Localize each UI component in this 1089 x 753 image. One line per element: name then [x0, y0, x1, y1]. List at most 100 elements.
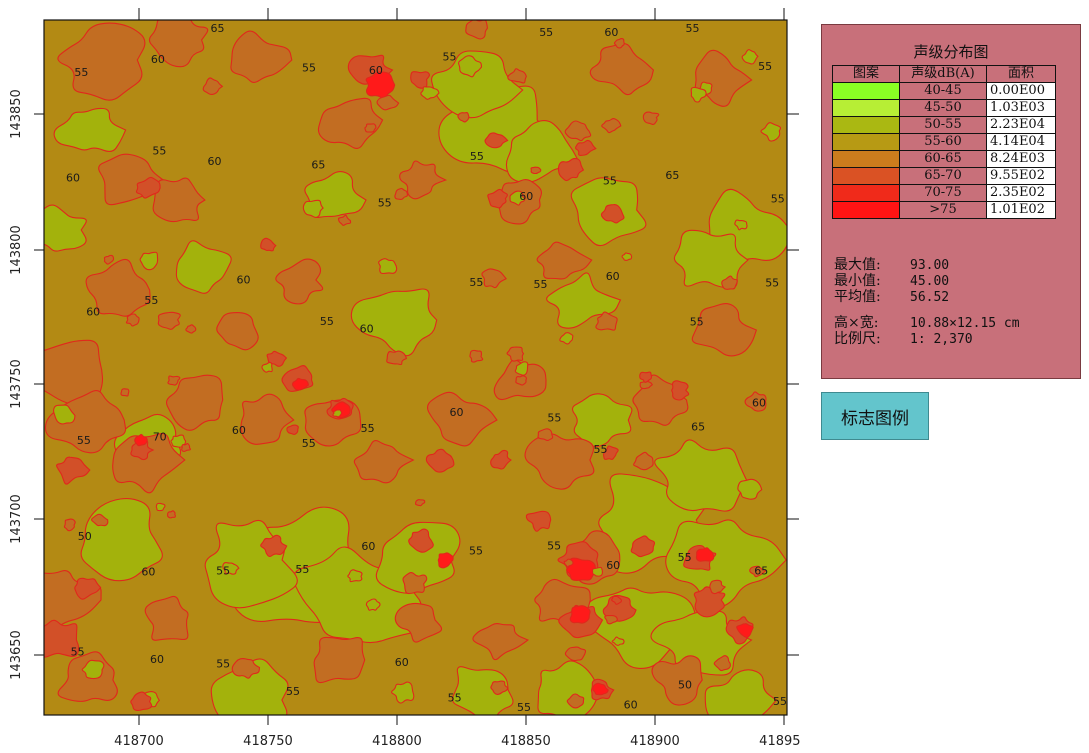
legend-area-value: 1.01E02: [986, 201, 1056, 219]
zone-50-55: [451, 666, 514, 715]
legend-row: 50-55 2.23E04: [832, 116, 1056, 134]
contour-label: 55: [469, 276, 483, 289]
legend-table: 图案 声级dB(A) 面积 40-45 0.00E00 45-50 1.03E03 50…: [832, 65, 1056, 219]
zone-60-65: [472, 623, 529, 661]
contour-island: [737, 478, 763, 500]
contour-island: [633, 451, 654, 471]
zone-60-65: [152, 177, 206, 223]
legend-color-swatch: [833, 168, 899, 184]
contour-island: [63, 518, 76, 532]
contour-island: [378, 258, 398, 275]
legend-area-value: 8.24E03: [986, 150, 1056, 168]
legend-color-swatch: [833, 202, 899, 218]
contour-island: [515, 375, 527, 386]
contour-label: 55: [547, 540, 561, 553]
zone-60-65: [166, 374, 224, 431]
contour-island: [563, 558, 574, 568]
contour-island: [364, 123, 377, 133]
contour-island: [261, 361, 273, 373]
contour-label: 55: [547, 412, 561, 425]
map-canvas: 55 60 65 55 60 55 55 60 55 55 60 55 60 65 55 55 60 55 65 55…: [9, 8, 800, 749]
stat-max-label: 最大值:: [834, 257, 881, 273]
legend-row: 65-70 9.55E02: [832, 167, 1056, 185]
contour-label: 55: [594, 443, 608, 456]
legend-color-swatch: [833, 151, 899, 167]
contour-label: 55: [448, 692, 462, 705]
legend-swatch-cell: [832, 184, 900, 202]
legend-level-range: 70-75: [899, 184, 987, 202]
plot-frame: [43, 19, 788, 716]
contour-island: [530, 166, 542, 175]
contour-label: 60: [604, 26, 618, 39]
contour-label: 60: [361, 540, 375, 553]
contour-island: [260, 237, 277, 252]
contour-label: 60: [208, 155, 222, 168]
zone-65-70: [557, 157, 585, 182]
contour-label: 65: [665, 169, 679, 182]
x-tick-label: 418850: [501, 734, 551, 749]
contour-island: [537, 428, 554, 441]
contour-island: [135, 176, 161, 199]
x-tick-label: 418750: [243, 734, 293, 749]
contour-label: 65: [691, 421, 705, 434]
legend-swatch-cell: [832, 82, 900, 100]
contour-island: [559, 332, 574, 345]
contour-island: [222, 562, 240, 575]
zone-50-55: [53, 107, 127, 153]
zone-60-65: [317, 97, 384, 149]
legend-title: 声级分布图: [913, 43, 989, 61]
contour-label: 55: [320, 315, 334, 328]
legend-area-value: 1.03E03: [986, 99, 1056, 117]
legend-color-swatch: [833, 185, 899, 201]
contour-label: 60: [66, 171, 80, 184]
contour-island: [157, 311, 181, 330]
legend-header-pattern: 图案: [832, 65, 900, 83]
zone-60-65: [144, 595, 189, 641]
contour-label: 50: [678, 679, 692, 692]
contour-island: [507, 68, 527, 84]
contour-island: [484, 132, 509, 149]
contour-island: [103, 254, 115, 265]
stat-scale-label: 比例尺:: [834, 331, 881, 347]
zone-60-65: [524, 433, 595, 490]
contour-island: [332, 409, 343, 418]
contour-label: 60: [369, 64, 383, 77]
plot-area: 55 60 65 55 60 55 55 60 55 55 60 55 60 65 55 55 60 55 65 55…: [44, 20, 787, 715]
stat-min-label: 最小值:: [834, 273, 881, 289]
legend-statistics: 最大值: 93.00 最小值: 45.00 平均值: 56.52 高×宽: 10.88×…: [834, 257, 1020, 347]
legend-level-range: 50-55: [899, 116, 987, 134]
contour-island: [120, 388, 130, 397]
contour-island: [286, 424, 299, 435]
contour-label: 55: [152, 144, 166, 157]
legend-header-level: 声级dB(A): [899, 65, 987, 83]
contour-island: [457, 112, 470, 123]
hotspot-above-70: [566, 557, 596, 581]
legend-level-range: 40-45: [899, 82, 987, 100]
contour-island: [469, 349, 484, 363]
zone-60-65: [148, 20, 209, 68]
contour-label: 55: [603, 174, 617, 187]
zone-50-55: [665, 519, 787, 610]
contour-label: 60: [237, 274, 251, 287]
zone-50-55: [431, 50, 524, 119]
legend-row: >75 1.01E02: [832, 201, 1056, 219]
contour-label: 60: [519, 190, 533, 203]
contour-island: [130, 691, 153, 712]
contour-island: [481, 268, 507, 289]
legend-area-value: 4.14E04: [986, 133, 1056, 151]
zone-60-65: [216, 312, 259, 351]
contour-island: [613, 38, 625, 49]
contour-island: [202, 77, 224, 96]
legend-area-value: 2.35E02: [986, 184, 1056, 202]
stat-avg-label: 平均值:: [834, 289, 881, 305]
marker-legend-button[interactable]: 标志图例: [821, 392, 929, 440]
contour-island: [671, 380, 690, 401]
contour-island: [402, 572, 428, 595]
contour-island: [639, 371, 653, 383]
stat-min: 最小值: 45.00: [834, 273, 1020, 289]
y-tick-label: 143650: [9, 630, 24, 680]
zone-50-55: [292, 546, 427, 644]
contour-island: [760, 122, 782, 142]
contour-label: 55: [765, 277, 779, 290]
legend-swatch-cell: [832, 201, 900, 219]
